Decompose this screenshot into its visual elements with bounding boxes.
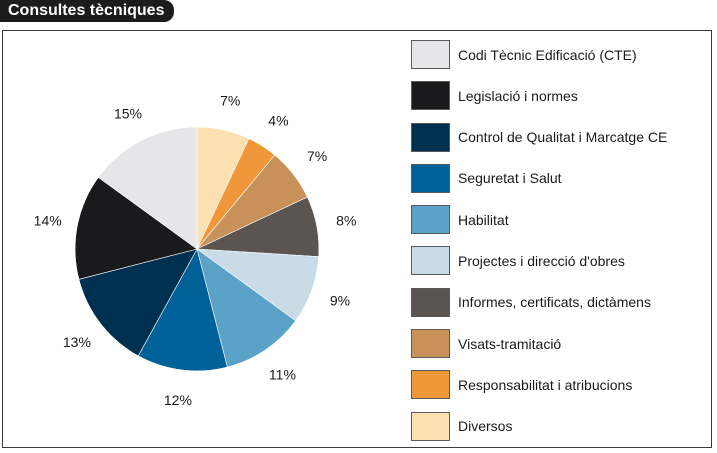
percent-label-codi-tecnic-edificacio-cte: 15% [114,106,142,122]
legend-label: Diversos [458,418,513,435]
legend-swatch [411,411,450,441]
legend-item-diversos: Diversos [411,411,667,441]
legend-swatch [411,329,450,359]
legend-item-habilitat: Habilitat [411,205,667,235]
percent-label-habilitat: 11% [269,367,296,383]
legend-label: Codi Tècnic Edificació (CTE) [458,46,637,63]
legend-label: Habilitat [458,211,509,228]
legend-label: Control de Qualitat i Marcatge CE [458,129,668,146]
legend-item-visats-tramitacio: Visats-tramitació [411,329,667,359]
legend: Codi Tècnic Edificació (CTE) Legislació i… [411,40,667,453]
legend-item-projectes-i-direccio-d-obres: Projectes i direcció d'obres [411,246,667,276]
percent-label-projectes-i-direccio-d-obres: 9% [330,293,350,309]
legend-item-codi-tecnic-edificacio-cte: Codi Tècnic Edificació (CTE) [411,40,667,69]
legend-swatch [411,122,450,152]
legend-swatch [411,40,450,69]
percent-label-seguretat-i-salut: 12% [164,392,192,408]
legend-label: Legislació i normes [458,87,578,104]
percent-label-control-de-qualitat-i-marcatge-ce: 13% [63,334,91,350]
legend-item-control-de-qualitat-i-marcatge-ce: Control de Qualitat i Marcatge CE [411,122,668,152]
percent-label-legislacio-i-normes: 14% [34,213,62,229]
legend-label: Visats-tramitació [458,335,562,352]
legend-label: Projectes i direcció d'obres [458,252,625,269]
legend-item-informes-certificats-dictamens: Informes, certificats, dictàmens [411,287,667,317]
legend-swatch [411,370,450,400]
chart-frame [2,30,712,448]
percent-label-diversos: 7% [220,93,240,109]
pie-percent-labels: 7% 4% 7% 8% 9% 11% 12% 13% 14% 15% [34,93,357,408]
chart-title: Consultes tècniques [0,0,175,22]
legend-swatch [411,287,450,317]
percent-label-visats-tramitacio: 7% [307,148,327,164]
pie-outline [74,126,320,372]
legend-item-seguretat-i-salut: Seguretat i Salut [411,163,667,193]
legend-label: Responsabilitat i atribucions [458,376,633,393]
legend-swatch [411,246,450,276]
percent-label-informes-certificats-dictamens: 8% [336,213,356,229]
legend-swatch [411,205,450,235]
legend-item-legislacio-i-normes: Legislació i normes [411,81,667,111]
percent-label-responsabilitat-i-atribucions: 4% [268,113,288,129]
legend-label: Informes, certificats, dictàmens [458,294,651,311]
legend-label: Seguretat i Salut [458,170,562,187]
pie-slices [74,126,320,372]
legend-swatch [411,163,450,193]
legend-swatch [411,81,450,111]
legend-item-responsabilitat-i-atribucions: Responsabilitat i atribucions [411,370,667,400]
